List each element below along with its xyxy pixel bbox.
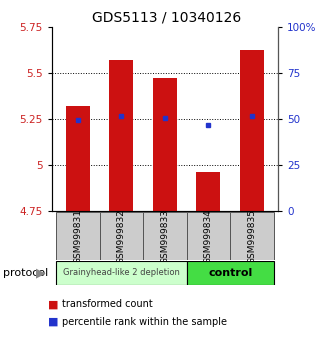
Text: GSM999832: GSM999832 (117, 209, 126, 264)
Bar (196, 172, 220, 211)
Text: ■: ■ (48, 299, 59, 309)
Text: percentile rank within the sample: percentile rank within the sample (62, 317, 226, 327)
Bar (56, 212, 100, 260)
Bar (100, 212, 143, 260)
Bar (143, 212, 186, 260)
Bar (186, 261, 274, 285)
Text: GDS5113 / 10340126: GDS5113 / 10340126 (92, 11, 241, 25)
Text: GSM999833: GSM999833 (160, 209, 169, 264)
Bar (230, 212, 274, 260)
Text: transformed count: transformed count (62, 299, 153, 309)
Bar (186, 212, 230, 260)
Bar (56, 261, 186, 285)
Text: GSM999835: GSM999835 (247, 209, 256, 264)
Text: ■: ■ (48, 317, 59, 327)
Text: GSM999834: GSM999834 (204, 209, 213, 264)
Text: ▶: ▶ (36, 267, 45, 279)
Bar (153, 78, 177, 211)
Bar (66, 106, 90, 211)
Text: protocol: protocol (3, 268, 49, 278)
Text: GSM999831: GSM999831 (73, 209, 82, 264)
Bar (240, 51, 264, 211)
Bar (109, 60, 133, 211)
Text: control: control (208, 268, 252, 278)
Text: Grainyhead-like 2 depletion: Grainyhead-like 2 depletion (63, 268, 180, 278)
